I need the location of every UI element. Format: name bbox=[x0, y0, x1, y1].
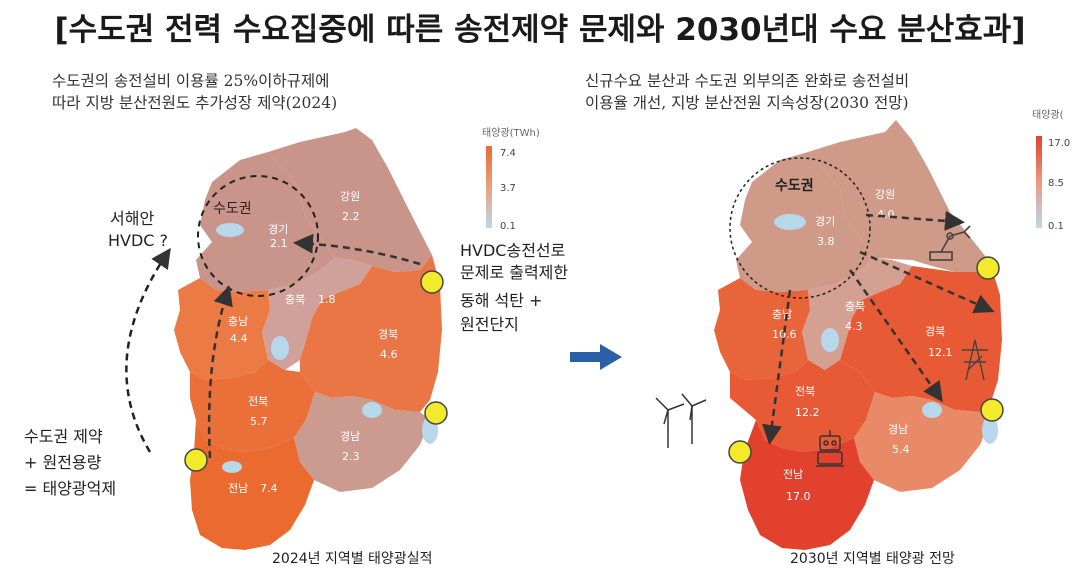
left-region-value-1: 2.2 bbox=[342, 210, 360, 223]
transmission-tower-icon bbox=[962, 339, 988, 381]
plant-marker-southwest-left bbox=[184, 448, 208, 472]
plant-marker-southeast-right bbox=[980, 398, 1004, 422]
annotation-bottom-1: 수도권 제약 bbox=[24, 427, 103, 446]
region-gyeongbuk-right bbox=[840, 262, 1002, 412]
right-region-name-5: 전북 bbox=[795, 385, 815, 398]
right-region-value-0: 3.8 bbox=[817, 235, 835, 248]
arrow-to-gyeongnam bbox=[848, 269, 943, 403]
legend-max-left: 7.4 bbox=[500, 148, 516, 159]
right-region-name-2: 충북 bbox=[845, 300, 865, 313]
right-region-value-5: 12.2 bbox=[795, 406, 820, 419]
left-region-labels: 경기2.1 강원 2.2 충북 1.8 충남 4.4 경북 4.6 전북 5.7 경남 2.3 전남 7.4 bbox=[228, 190, 398, 495]
legend-mid-right: 8.5 bbox=[1048, 178, 1064, 189]
annotation-hvdc-west-1: 서해안 bbox=[110, 209, 154, 228]
legend-title-left: 태양광(TWh) bbox=[482, 127, 540, 139]
right-region-name-7: 전남 bbox=[783, 468, 803, 481]
right-region-name-4: 경북 bbox=[925, 325, 945, 338]
region-gyeongnam-left bbox=[294, 392, 430, 492]
region-chungnam-right bbox=[714, 278, 810, 380]
annotation-hvdc-west-2: HVDC ? bbox=[108, 231, 168, 250]
capital-label-right: 수도권 bbox=[775, 178, 814, 194]
right-note: 신규수요 분산과 수도권 외부의존 완화로 송전설비 이용율 개선, 지방 분산… bbox=[585, 70, 909, 114]
left-region-name-1: 강원 bbox=[340, 190, 360, 203]
left-region-name-4: 경북 bbox=[378, 328, 398, 341]
region-gyeongbuk-left bbox=[300, 255, 442, 412]
left-region-name-6: 경남 bbox=[340, 430, 360, 443]
plant-marker-southwest-right bbox=[728, 440, 752, 464]
region-jeonbuk-left bbox=[190, 360, 315, 452]
left-region-value-2: 1.8 bbox=[318, 293, 336, 306]
left-region-name-2: 충북 bbox=[285, 293, 305, 306]
plant-marker-east-right bbox=[976, 256, 1000, 280]
region-chungnam-left bbox=[174, 278, 270, 380]
left-region-name-3: 충남 bbox=[228, 315, 248, 328]
left-region-value-6: 2.3 bbox=[342, 450, 360, 463]
left-map: 수도권 경기2.1 강원 2.2 충북 1.8 충남 4.4 경북 4.6 전북 5.7 경남 2.3 전… bbox=[24, 127, 568, 567]
capital-label-left: 수도권 bbox=[213, 201, 252, 217]
right-region-name-3: 충남 bbox=[772, 308, 792, 321]
wind-turbine-icon bbox=[655, 393, 707, 448]
annotation-east-plant-2: 원전단지 bbox=[460, 315, 519, 334]
arrow-to-jeonnam bbox=[762, 289, 792, 445]
capital-circle-right bbox=[729, 157, 871, 299]
capital-circle-left bbox=[197, 175, 319, 297]
right-region-value-1: 4.0 bbox=[877, 208, 895, 221]
region-gyeonggi-left bbox=[196, 152, 335, 292]
right-region-value-7: 17.0 bbox=[786, 490, 811, 503]
legend-min-right: 0.1 bbox=[1048, 221, 1064, 232]
left-region-value-5: 5.7 bbox=[250, 415, 268, 428]
region-gangwon-left bbox=[268, 128, 432, 272]
region-gangwon-right bbox=[808, 120, 990, 272]
left-region-name-5: 전북 bbox=[248, 395, 268, 408]
left-region-name-7: 전남 bbox=[228, 482, 248, 495]
annotation-hvdc-east-1: HVDC송전선로 bbox=[460, 241, 565, 260]
caption-left: 2024년 지역별 태양광실적 bbox=[272, 551, 432, 567]
robot-arm-icon bbox=[929, 225, 971, 261]
legend-bar-right bbox=[1036, 136, 1042, 228]
region-gyeongnam-right bbox=[854, 392, 990, 492]
right-note-line1: 신규수요 분산과 수도권 외부의존 완화로 송전설비 bbox=[585, 72, 910, 90]
arrow-right-icon bbox=[570, 344, 622, 370]
arrow-to-gangwon bbox=[865, 210, 965, 231]
legend-bar-left bbox=[486, 146, 492, 228]
right-region-value-3: 10.6 bbox=[772, 328, 797, 341]
plant-marker-southeast-left bbox=[424, 401, 448, 425]
left-region-name-0: 경기 bbox=[268, 223, 288, 236]
left-region-value-7: 7.4 bbox=[260, 482, 278, 495]
left-note: 수도권의 송전설비 이용률 25%이하규제에 따라 지방 분산전원도 추가성장 … bbox=[52, 70, 337, 114]
robot-icon bbox=[816, 430, 844, 467]
annotation-hvdc-east-2: 문제로 출력제한 bbox=[460, 263, 568, 282]
page-title: [수도권 전력 수요집중에 따른 송전제약 문제와 2030년대 수요 분산효과… bbox=[54, 12, 1026, 48]
annotation-east-plant-1: 동해 석탄 + bbox=[460, 291, 542, 310]
region-jeonnam-left bbox=[190, 420, 314, 550]
annotation-bottom-2: + 원전용량 bbox=[24, 453, 102, 472]
legend-mid-left: 3.7 bbox=[500, 183, 516, 194]
left-region-value-3: 4.4 bbox=[230, 332, 248, 345]
caption-right: 2030년 지역별 태양광 전망 bbox=[790, 551, 955, 567]
left-region-value-4: 4.6 bbox=[380, 348, 398, 361]
right-region-value-6: 5.4 bbox=[892, 443, 910, 456]
arrow-west-hvdc bbox=[125, 247, 171, 453]
legend-max-right: 17.0 bbox=[1048, 138, 1070, 149]
left-note-line1: 수도권의 송전설비 이용률 25%이하규제에 bbox=[52, 72, 330, 90]
left-region-value-0: 2.1 bbox=[270, 237, 288, 250]
arrow-east-hvdc bbox=[293, 233, 421, 266]
legend-title-right: 태양광( bbox=[1032, 109, 1064, 121]
right-region-name-0: 경기 bbox=[815, 215, 835, 228]
right-note-line2: 이용율 개선, 지방 분산전원 지속성장(2030 전망) bbox=[585, 94, 909, 112]
legend-min-left: 0.1 bbox=[500, 221, 516, 232]
left-note-line2: 따라 지방 분산전원도 추가성장 제약(2024) bbox=[52, 94, 338, 112]
right-region-value-2: 4.3 bbox=[845, 320, 863, 333]
right-region-name-6: 경남 bbox=[888, 423, 908, 436]
plant-marker-east-left bbox=[420, 270, 444, 294]
annotation-bottom-3: = 태양광억제 bbox=[24, 479, 116, 498]
right-map: 수도권 경기 3.8 강원 4.0 충북 4.3 충남 10.6 경북 12.1 전북 12.2 경남 5… bbox=[655, 109, 1070, 567]
right-region-value-4: 12.1 bbox=[928, 346, 953, 359]
right-region-name-1: 강원 bbox=[875, 188, 895, 201]
